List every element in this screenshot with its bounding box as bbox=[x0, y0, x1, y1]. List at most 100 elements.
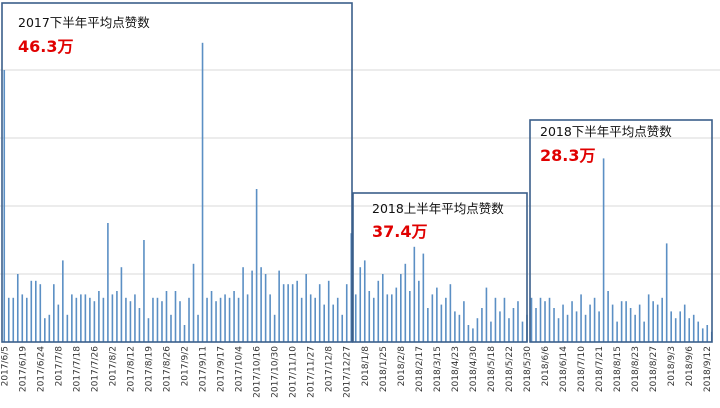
bar bbox=[318, 284, 321, 342]
bar bbox=[440, 304, 443, 342]
bar bbox=[503, 297, 506, 342]
x-tick-label: 2017/7/8 bbox=[54, 346, 64, 387]
bar bbox=[224, 294, 226, 342]
bar bbox=[427, 308, 429, 342]
bar bbox=[107, 223, 109, 342]
bar bbox=[156, 297, 159, 342]
bar bbox=[21, 294, 24, 342]
bar bbox=[593, 297, 596, 342]
bar bbox=[562, 304, 564, 342]
bar bbox=[34, 280, 37, 342]
bar bbox=[449, 284, 452, 342]
x-tick-label: 2017/10/4 bbox=[235, 346, 245, 392]
bar bbox=[670, 311, 672, 342]
x-tick-label: 2018/5/22 bbox=[505, 346, 515, 392]
annotation-box bbox=[1, 2, 353, 343]
bar bbox=[611, 304, 614, 342]
bar bbox=[372, 297, 375, 342]
bar bbox=[66, 314, 69, 342]
bar bbox=[260, 267, 262, 342]
bar bbox=[386, 294, 389, 342]
x-tick-label: 2017/9/11 bbox=[199, 346, 209, 392]
x-tick-label: 2017/8/26 bbox=[162, 346, 172, 392]
bar bbox=[116, 291, 118, 342]
bar bbox=[584, 314, 587, 342]
bar bbox=[179, 301, 181, 342]
bar bbox=[147, 318, 150, 342]
x-tick-label: 2017/12/27 bbox=[343, 346, 353, 398]
bar bbox=[278, 270, 280, 342]
bar bbox=[354, 294, 357, 342]
bar bbox=[291, 284, 294, 342]
bar bbox=[521, 321, 524, 342]
x-tick-label: 2018/8/15 bbox=[613, 346, 623, 392]
bar bbox=[359, 267, 362, 342]
bar bbox=[143, 240, 145, 342]
bar bbox=[458, 314, 461, 342]
bar bbox=[219, 297, 222, 342]
bar bbox=[57, 304, 60, 342]
annotation-box bbox=[352, 192, 528, 343]
bar bbox=[634, 314, 636, 342]
bar bbox=[625, 301, 627, 342]
bar bbox=[102, 297, 105, 342]
bar bbox=[656, 304, 659, 342]
bar bbox=[174, 291, 177, 342]
bar bbox=[422, 253, 425, 342]
bar bbox=[476, 318, 479, 342]
bar bbox=[463, 301, 465, 342]
bar bbox=[643, 321, 645, 342]
bar bbox=[246, 294, 249, 342]
bar bbox=[84, 294, 87, 342]
bar bbox=[7, 297, 10, 342]
bar bbox=[580, 294, 582, 342]
bar bbox=[629, 308, 632, 342]
bar bbox=[530, 297, 533, 342]
bar bbox=[237, 297, 240, 342]
bar bbox=[390, 294, 393, 342]
bar bbox=[332, 304, 335, 342]
bar bbox=[674, 318, 677, 342]
bar bbox=[228, 297, 231, 342]
bar bbox=[215, 301, 217, 342]
bar bbox=[282, 284, 285, 342]
bar bbox=[3, 70, 6, 342]
x-tick-label: 2017/10/16 bbox=[253, 346, 263, 398]
bar bbox=[683, 304, 686, 342]
bar bbox=[647, 294, 650, 342]
bar bbox=[485, 287, 488, 342]
bar bbox=[692, 314, 695, 342]
bar bbox=[111, 294, 114, 342]
bar bbox=[409, 291, 411, 342]
bar bbox=[688, 318, 691, 342]
bar bbox=[620, 301, 623, 342]
bar bbox=[418, 280, 420, 342]
bar bbox=[679, 311, 682, 342]
x-tick-label: 2017/9/17 bbox=[217, 346, 227, 392]
bar bbox=[395, 287, 398, 342]
bar bbox=[98, 291, 100, 342]
x-tick-label: 2018/9/6 bbox=[685, 346, 695, 387]
x-tick-label: 2017/11/10 bbox=[289, 346, 299, 398]
annotation-text: 2017下半年平均点赞数 bbox=[18, 15, 150, 30]
bar bbox=[341, 314, 344, 342]
bar bbox=[638, 304, 641, 342]
bar bbox=[467, 325, 470, 342]
bar bbox=[490, 321, 492, 342]
bar bbox=[296, 280, 298, 342]
x-tick-label: 2018/6/14 bbox=[559, 346, 569, 392]
x-tick-label: 2018/5/30 bbox=[523, 346, 533, 392]
annotation-value: 37.4万 bbox=[372, 222, 427, 241]
bar bbox=[548, 297, 551, 342]
bar bbox=[93, 301, 96, 342]
annotation-value: 46.3万 bbox=[18, 37, 73, 56]
bar bbox=[80, 294, 82, 342]
bar bbox=[616, 321, 618, 342]
annotation-text: 2018上半年平均点赞数 bbox=[372, 201, 504, 216]
bar bbox=[575, 311, 578, 342]
x-tick-label: 2018/8/23 bbox=[631, 346, 641, 392]
bar bbox=[134, 294, 136, 342]
bar bbox=[404, 263, 407, 342]
x-tick-label: 2017/6/24 bbox=[36, 346, 46, 392]
bar bbox=[431, 294, 434, 342]
